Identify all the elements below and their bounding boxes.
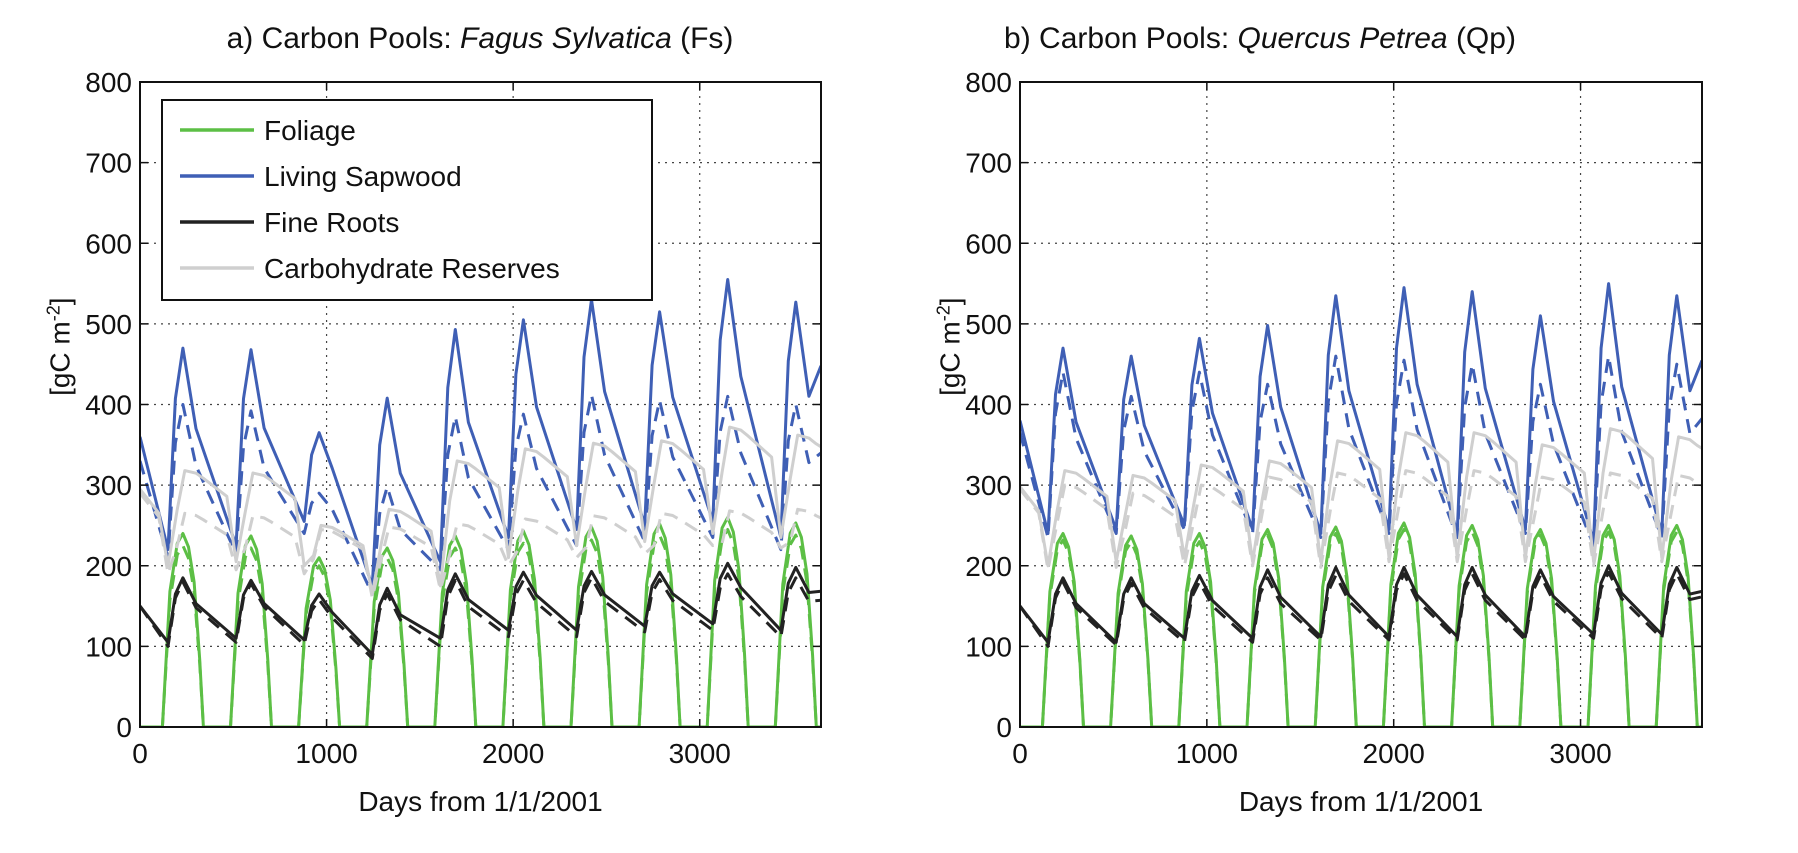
y-tick-label: 200 [965,551,1012,582]
legend-label: Carbohydrate Reserves [264,253,560,284]
y-tick-label: 500 [85,309,132,340]
y-tick-label: 300 [965,470,1012,501]
y-tick-label: 400 [965,390,1012,421]
series-line-fine-roots-dashed [1020,570,1702,648]
series-line-foliage-dashed [140,528,821,727]
series-line-living-sapwood-dashed [1020,354,1702,548]
y-tick-label: 600 [965,228,1012,259]
series-line-foliage [1020,521,1702,727]
y-tick-label: 300 [85,470,132,501]
title-species: Quercus Petrea [1237,22,1448,55]
plot-area: 0 1000 2000 3000 0 100 200 300 400 500 600 700 800 Da… [965,67,1703,817]
x-tick-label: 0 [1012,738,1028,769]
series-line-carbohydrate-reserves-dashed [140,492,821,600]
series-line-fine-roots-dashed [140,572,821,660]
y-tick-label: 500 [965,309,1012,340]
y-tick-label: 800 [85,67,132,98]
x-axis-label: Days from 1/1/2001 [358,786,602,817]
x-tick-label: 2000 [482,738,544,769]
series-line-carbohydrate-reserves [1020,427,1702,568]
legend-label: Foliage [264,115,356,146]
series-line-living-sapwood-dashed [140,393,821,596]
x-tick-label: 1000 [1176,738,1238,769]
y-tick-label: 0 [116,712,132,743]
series-group [1020,282,1702,727]
series-line-carbohydrate-reserves-dashed [1020,469,1702,572]
title-prefix: b) Carbon Pools: [1004,22,1238,55]
title-suffix: (Fs) [671,22,734,55]
title-suffix: (Qp) [1447,22,1516,55]
y-tick-label: 100 [965,631,1012,662]
legend-label: Fine Roots [264,207,399,238]
chart-title: b) Carbon Pools: Quercus Petrea (Qp) [900,22,1620,56]
x-tick-label: 3000 [1549,738,1611,769]
legend: Foliage Living Sapwood Fine Roots Carbohydr… [161,99,653,301]
y-tick-label: 700 [965,148,1012,179]
x-tick-label: 3000 [669,738,731,769]
title-species: Fagus Sylvatica [460,22,672,55]
y-tick-label: 700 [85,148,132,179]
x-tick-label: 1000 [295,738,357,769]
legend-label: Living Sapwood [264,161,462,192]
y-tick-label: 100 [85,631,132,662]
title-prefix: a) Carbon Pools: [226,22,461,55]
x-tick-label: 2000 [1363,738,1425,769]
y-tick-label: 200 [85,551,132,582]
y-tick-label: 800 [965,67,1012,98]
y-tick-label: 0 [996,712,1012,743]
series-group [140,278,821,727]
series-line-fine-roots [1020,564,1702,644]
series-line-living-sapwood [140,278,821,588]
series-line-carbohydrate-reserves [140,425,821,596]
x-axis-label: Days from 1/1/2001 [1239,786,1483,817]
plot-area: 0 1000 2000 3000 0 100 200 300 400 500 600 700 800 Da… [85,67,822,817]
panel-quercus: b) Carbon Pools: Quercus Petrea (Qp) [gC… [900,0,1798,853]
series-line-foliage [140,515,821,727]
panel-fagus: a) Carbon Pools: Fagus Sylvatica (Fs) [g… [43,22,840,817]
x-tick-label: 0 [132,738,148,769]
chart-title: a) Carbon Pools: Fagus Sylvatica (Fs) [120,22,840,56]
y-tick-label: 400 [85,390,132,421]
y-tick-label: 600 [85,228,132,259]
